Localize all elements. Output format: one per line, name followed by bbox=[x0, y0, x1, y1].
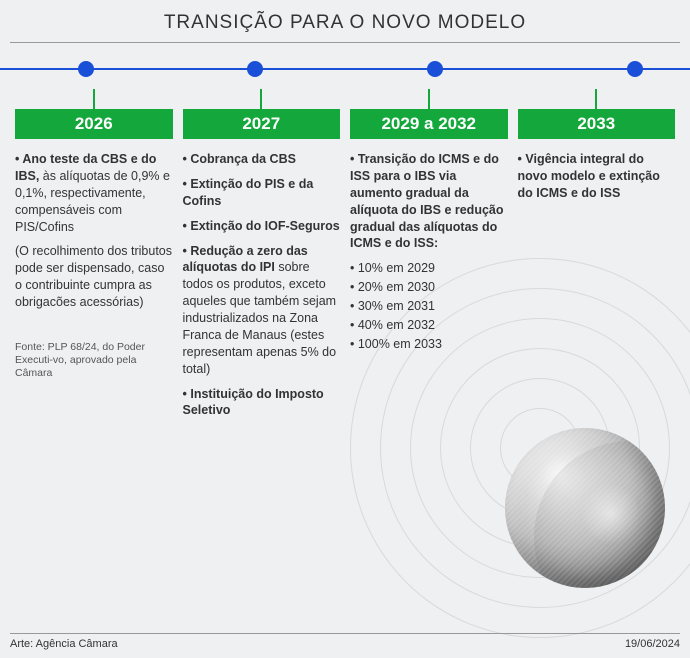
item-list: Transição do ICMS e do ISS para o IBS vi… bbox=[350, 151, 508, 252]
timeline-column: 2026 Ano teste da CBS e do IBS, às alíquo… bbox=[15, 89, 173, 427]
timeline-dot bbox=[78, 61, 94, 77]
column-stem bbox=[260, 89, 262, 109]
column-content: Cobrança da CBS Extinção do PIS e da Cofi… bbox=[183, 151, 341, 427]
footer: Arte: Agência Câmara 19/06/2024 bbox=[10, 633, 680, 650]
year-badge: 2029 a 2032 bbox=[350, 109, 508, 139]
timeline-column: 2029 a 2032 Transição do ICMS e do ISS pa… bbox=[350, 89, 508, 427]
list-item: Ano teste da CBS e do IBS, às alíquotas … bbox=[15, 151, 173, 235]
timeline-dot bbox=[427, 61, 443, 77]
item-list: Vigência integral do novo modelo e extin… bbox=[518, 151, 676, 202]
footer-credit: Arte: Agência Câmara bbox=[10, 638, 118, 650]
sub-list-item: 20% em 2030 bbox=[350, 279, 508, 296]
divider-top bbox=[10, 42, 680, 43]
list-item: Redução a zero das alíquotas do IPI sobr… bbox=[183, 243, 341, 378]
list-item: Cobrança da CBS bbox=[183, 151, 341, 168]
sub-list: 10% em 2029 20% em 2030 30% em 2031 40% em … bbox=[350, 260, 508, 352]
footer-date: 19/06/2024 bbox=[625, 638, 680, 650]
page-title: TRANSIÇÃO PARA O NOVO MODELO bbox=[0, 0, 690, 42]
source-text: Fonte: PLP 68/24, do Poder Executi-vo, a… bbox=[15, 341, 173, 380]
sub-list-item: 30% em 2031 bbox=[350, 298, 508, 315]
column-content: Ano teste da CBS e do IBS, às alíquotas … bbox=[15, 151, 173, 380]
year-badge: 2027 bbox=[183, 109, 341, 139]
column-stem bbox=[93, 89, 95, 109]
item-list: Cobrança da CBS Extinção do PIS e da Cofi… bbox=[183, 151, 341, 419]
column-stem bbox=[595, 89, 597, 109]
column-content: Transição do ICMS e do ISS para o IBS vi… bbox=[350, 151, 508, 355]
year-badge: 2033 bbox=[518, 109, 676, 139]
timeline-dot bbox=[627, 61, 643, 77]
timeline-line bbox=[0, 68, 690, 70]
column-note: (O recolhimento dos tributos pode ser di… bbox=[15, 243, 173, 311]
list-item: Vigência integral do novo modelo e extin… bbox=[518, 151, 676, 202]
list-item: Extinção do IOF-Seguros bbox=[183, 218, 341, 235]
columns-container: 2026 Ano teste da CBS e do IBS, às alíquo… bbox=[0, 89, 690, 427]
sub-list-item: 10% em 2029 bbox=[350, 260, 508, 277]
timeline-column: 2027 Cobrança da CBS Extinção do PIS e da … bbox=[183, 89, 341, 427]
sub-list-item: 40% em 2032 bbox=[350, 317, 508, 334]
list-item: Transição do ICMS e do ISS para o IBS vi… bbox=[350, 151, 508, 252]
year-badge: 2026 bbox=[15, 109, 173, 139]
coin-image bbox=[505, 428, 665, 588]
column-content: Vigência integral do novo modelo e extin… bbox=[518, 151, 676, 210]
timeline-column: 2033 Vigência integral do novo modelo e e… bbox=[518, 89, 676, 427]
list-item: Instituição do Imposto Seletivo bbox=[183, 386, 341, 420]
column-stem bbox=[428, 89, 430, 109]
list-item: Extinção do PIS e da Cofins bbox=[183, 176, 341, 210]
item-list: Ano teste da CBS e do IBS, às alíquotas … bbox=[15, 151, 173, 235]
timeline bbox=[0, 61, 690, 77]
sub-list-item: 100% em 2033 bbox=[350, 336, 508, 353]
timeline-dot bbox=[247, 61, 263, 77]
